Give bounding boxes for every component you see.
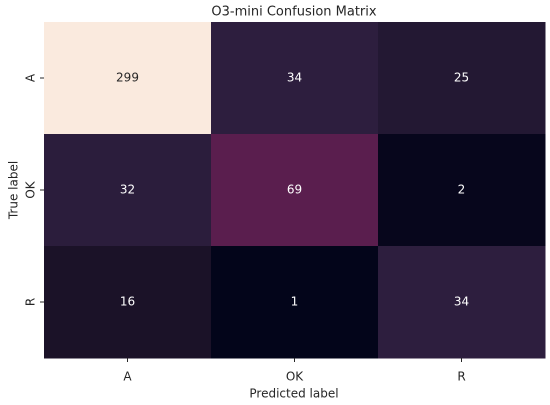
- cell-label: 32: [120, 183, 135, 197]
- y-tick-label: A: [24, 73, 38, 82]
- y-axis-label: True label: [7, 161, 21, 220]
- heatmap-cell: [211, 22, 379, 135]
- x-tick-label: R: [457, 370, 465, 384]
- cell-label: 34: [287, 71, 302, 85]
- chart-title: O3-mini Confusion Matrix: [211, 5, 376, 20]
- heatmap-cell: [44, 22, 212, 135]
- heatmap-cell: [44, 246, 212, 359]
- cell-label: 34: [454, 295, 469, 309]
- cell-label: 16: [120, 295, 135, 309]
- heatmap-cell: [378, 22, 546, 135]
- cell-label: 69: [287, 183, 302, 197]
- heatmap-cell: [378, 134, 546, 247]
- cell-label: 1: [291, 295, 299, 309]
- x-tick-label: OK: [286, 370, 304, 384]
- y-tick-label: OK: [24, 180, 38, 198]
- heatmap-cell: [378, 246, 546, 359]
- x-tick-label: A: [123, 370, 132, 384]
- cell-label: 2: [458, 183, 466, 197]
- heatmap-cell: [44, 134, 212, 247]
- cell-label: 299: [116, 71, 139, 85]
- heatmap-cell: [211, 246, 379, 359]
- x-axis-label: Predicted label: [249, 387, 338, 401]
- y-tick-label: R: [24, 298, 38, 306]
- heatmap-cell: [211, 134, 379, 247]
- cell-label: 25: [454, 71, 469, 85]
